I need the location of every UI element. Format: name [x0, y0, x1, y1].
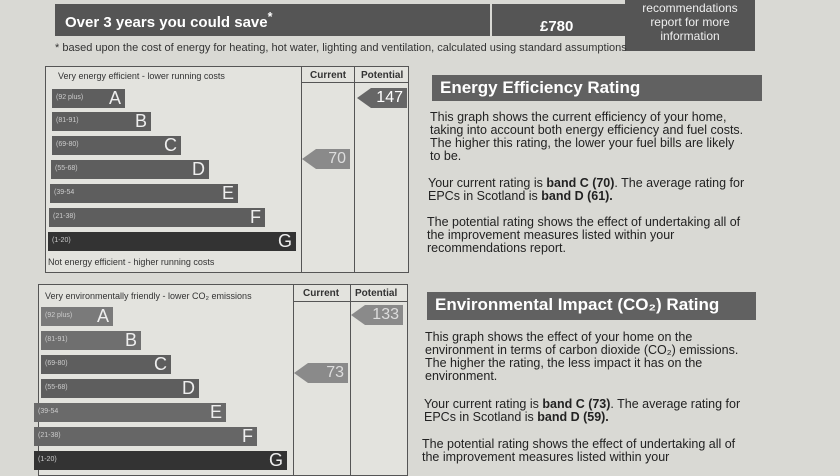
environment-title: Environmental Impact (CO₂) Rating: [427, 292, 756, 320]
energy-potential-divider: [354, 67, 355, 272]
energy-potential-header: Potential: [361, 70, 404, 81]
recommend-line-1: recommendations: [642, 1, 738, 15]
energy-top-note: Very energy efficient - lower running co…: [58, 71, 225, 81]
environment-band-a: (92 plus) A: [41, 306, 113, 326]
environment-potential-rating-text: The potential rating shows the effect of…: [422, 437, 736, 464]
energy-band-c: (69-80) C: [52, 135, 181, 155]
energy-band-f: (21-38) F: [49, 207, 265, 227]
energy-band-g: (1-20) G: [48, 231, 296, 251]
energy-description: This graph shows the current efficiency …: [430, 110, 744, 163]
energy-title: Energy Efficiency Rating: [432, 75, 762, 101]
energy-bottom-note: Not energy efficient - higher running co…: [48, 257, 215, 267]
energy-potential-arrow: 147: [357, 88, 407, 108]
environment-top-note: Very environmentally friendly - lower CO…: [45, 291, 252, 301]
recommend-line-2: report for more: [650, 15, 730, 29]
recommend-line-3: information: [660, 29, 720, 43]
energy-band-b: (81-91) B: [52, 111, 151, 131]
environment-current-rating-text: Your current rating is band C (73). The …: [424, 397, 741, 424]
environment-band-f: (21-38) F: [34, 426, 257, 446]
environment-band-c: (69-80) C: [41, 354, 171, 374]
environment-potential-arrow: 133: [351, 305, 403, 325]
energy-band-a: (92 plus) A: [52, 88, 125, 108]
environment-rating-chart: Current Potential Very environmentally f…: [34, 284, 408, 476]
environment-band-b: (81-91) B: [41, 330, 141, 350]
savings-label: Over 3 years you could save*: [65, 10, 273, 31]
savings-divider: [490, 4, 492, 36]
energy-band-d: (55-68) D: [51, 159, 209, 179]
energy-rating-chart: Current Potential Very energy efficient …: [45, 66, 409, 273]
energy-header-rule: [301, 82, 408, 83]
environment-header-rule: [293, 301, 407, 302]
savings-bar: Over 3 years you could save* £780: [55, 4, 625, 36]
energy-current-arrow: 70: [302, 149, 350, 169]
energy-potential-rating-text: The potential rating shows the effect of…: [427, 215, 741, 255]
environment-potential-header: Potential: [355, 288, 398, 299]
environment-description: This graph shows the effect of your home…: [425, 330, 739, 383]
energy-current-divider: [301, 67, 302, 272]
environment-potential-divider: [350, 285, 351, 475]
energy-current-header: Current: [310, 70, 347, 81]
environment-band-e: (39-54 E: [34, 402, 226, 422]
savings-amount: £780: [540, 18, 574, 35]
savings-footnote: * based upon the cost of energy for heat…: [55, 42, 627, 54]
energy-current-rating-text: Your current rating is band C (70). The …: [428, 176, 745, 203]
recommendations-note: recommendations report for more informat…: [625, 0, 755, 51]
environment-current-header: Current: [303, 288, 340, 299]
energy-band-e: (39-54 E: [50, 183, 238, 203]
environment-current-divider: [293, 285, 294, 475]
environment-band-g: (1-20) G: [34, 450, 287, 470]
environment-band-d: (55-68) D: [41, 378, 199, 398]
environment-current-arrow: 73: [294, 363, 348, 383]
